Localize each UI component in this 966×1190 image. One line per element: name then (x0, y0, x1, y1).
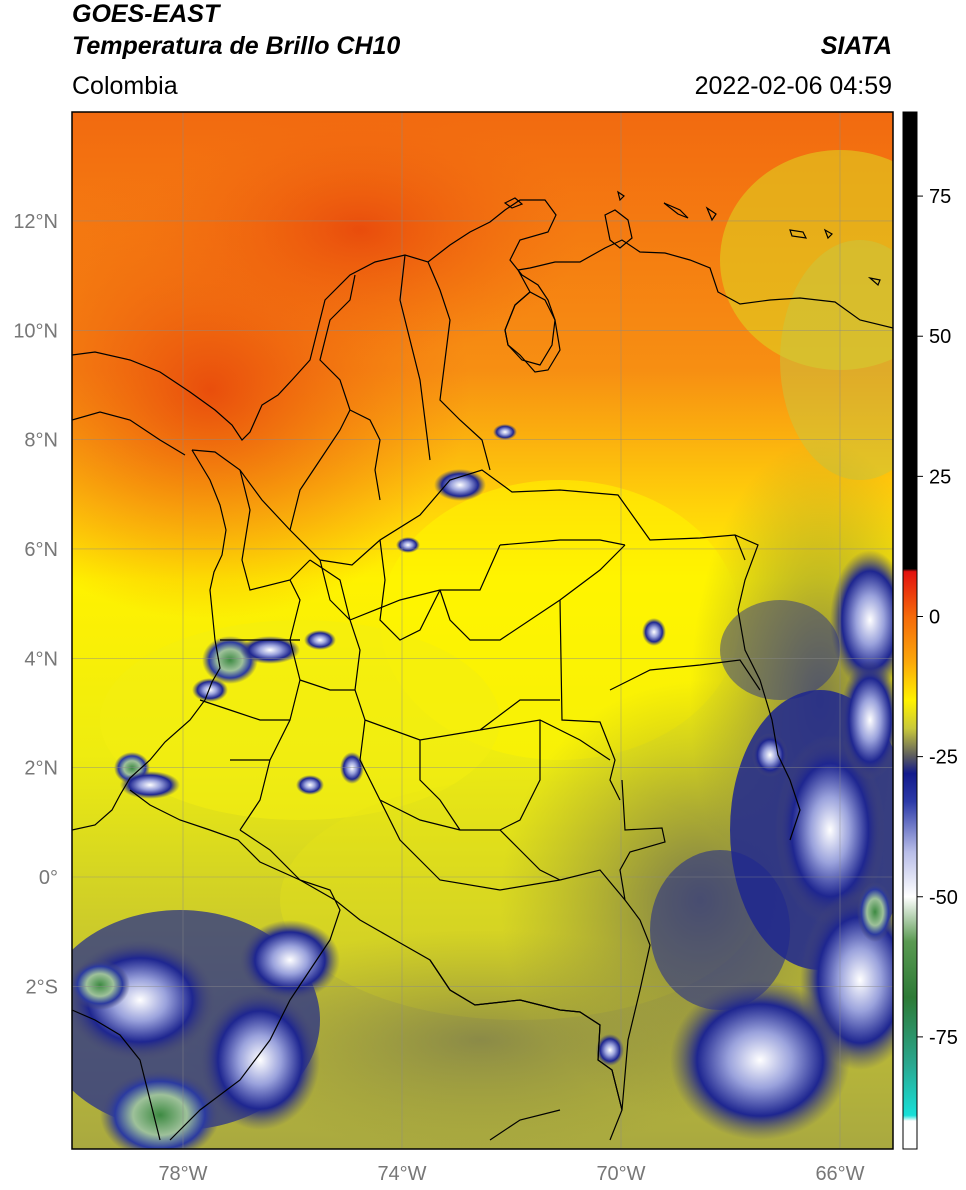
graticule-grid (72, 112, 893, 1149)
longitude-tick-label: 66°W (815, 1163, 864, 1185)
colorbar: 75 50 25 0 -25 -50 -75 (902, 111, 958, 1150)
latitude-tick-label: 0° (39, 867, 58, 889)
colorbar-tick-label: -50 (929, 887, 958, 909)
latitude-tick-label: 6°N (24, 539, 58, 561)
colorbar-tick-label: 75 (929, 186, 951, 208)
temperature-field (72, 112, 893, 1149)
caribbean-islands (503, 197, 524, 209)
small-island-4 (823, 228, 833, 240)
agency-title: SIATA (820, 32, 892, 60)
caribbean-coast (72, 199, 893, 441)
pacific-coast (72, 449, 227, 831)
latitude-tick-label: 2°N (24, 758, 58, 780)
latitude-labels: 12°N 10°N 8°N 6°N 4°N 2°N 0° 2°S (13, 211, 58, 998)
latitude-tick-label: 2°S (26, 976, 58, 998)
longitude-tick-label: 78°W (158, 1163, 207, 1185)
department-borders (199, 254, 626, 901)
colorbar-tick-label: 25 (929, 466, 951, 488)
panama-lines (72, 411, 186, 456)
region-subtitle: Colombia (72, 72, 178, 100)
coastlines-and-borders (72, 190, 893, 1141)
maracaibo-lake (504, 291, 556, 366)
product-title: Temperatura de Brillo CH10 (72, 32, 401, 60)
small-island-2 (705, 206, 717, 222)
longitude-tick-label: 70°W (596, 1163, 645, 1185)
longitude-labels: 78°W 74°W 70°W 66°W (158, 1163, 864, 1185)
small-island-1 (663, 202, 689, 219)
colorbar-ticks: 75 50 25 0 -25 -50 -75 (917, 186, 958, 1049)
colorbar-tick-label: 0 (929, 606, 940, 628)
colorbar-tick-label: 50 (929, 326, 951, 348)
longitude-tick-label: 74°W (377, 1163, 426, 1185)
colorbar-gradient (903, 112, 917, 1149)
small-island-5 (867, 276, 881, 287)
venezuela-internal (499, 534, 761, 801)
latitude-tick-label: 8°N (24, 430, 58, 452)
colorbar-frame (902, 111, 918, 1150)
aruba-island (617, 190, 625, 202)
peru-border (429, 959, 623, 1141)
ecuador-border (72, 879, 341, 1141)
satellite-title: GOES-EAST (72, 0, 220, 28)
colorbar-tick-label: -25 (929, 747, 958, 769)
curacao-island (604, 209, 633, 249)
map-frame (71, 111, 894, 1150)
latitude-tick-label: 10°N (13, 320, 58, 342)
latitude-tick-label: 12°N (13, 211, 58, 233)
colorbar-tick-label: -75 (929, 1027, 958, 1049)
small-island-3 (789, 229, 808, 239)
latitude-tick-label: 4°N (24, 648, 58, 670)
datetime-subtitle: 2022-02-06 04:59 (694, 72, 892, 100)
